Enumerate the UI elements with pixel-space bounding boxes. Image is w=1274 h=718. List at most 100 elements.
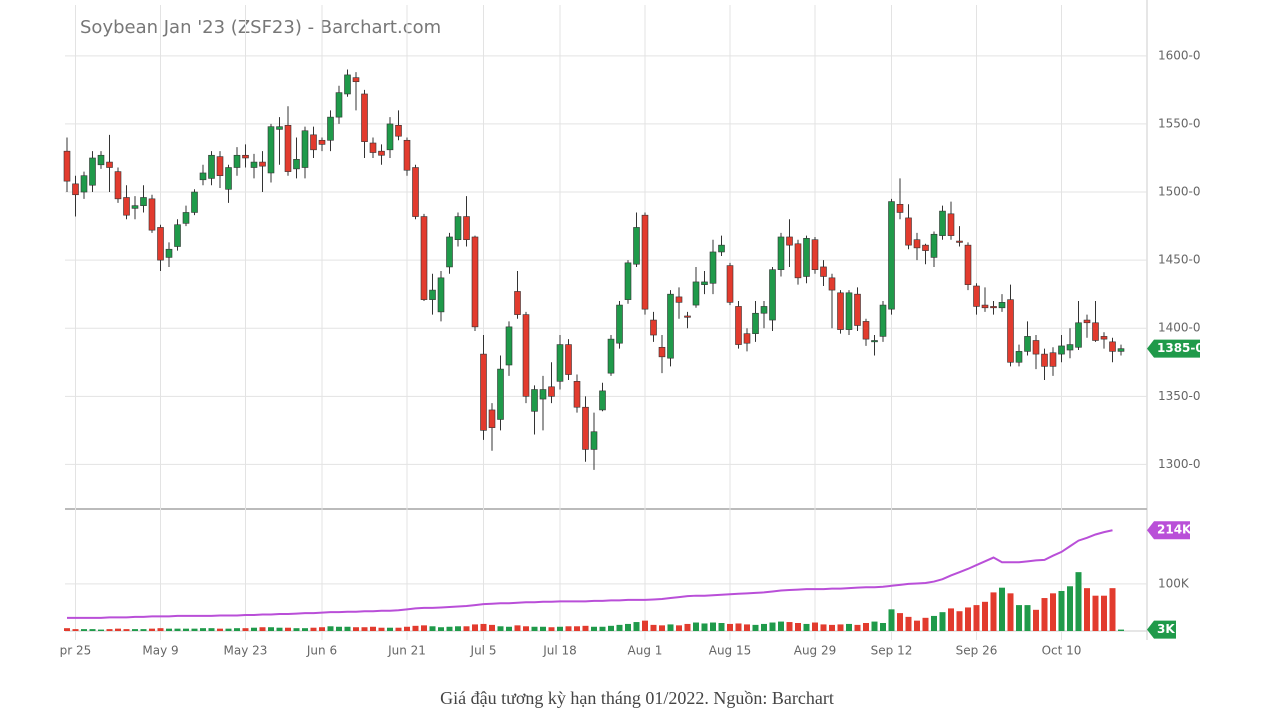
volume-bar [200,628,206,631]
volume-bar [642,620,648,631]
volume-bar [115,628,121,631]
volume-bar [931,615,937,631]
candle-body [250,161,258,168]
volume-bar [812,622,818,631]
volume-bar [591,626,597,631]
volume-bar [353,627,359,631]
candle-body [922,244,929,251]
candle-body [667,293,674,359]
volume-bar [565,626,572,631]
candle-body [471,236,479,328]
candle-body [650,319,657,336]
volume-bar [684,623,691,631]
candle-body [267,126,275,174]
candle-body [573,381,581,408]
volume-bar [795,622,801,631]
candle-body [854,293,861,326]
x-tick-label: pr 25 [60,644,92,658]
candle-body [80,175,88,193]
candle-body [140,197,147,206]
volume-bar [217,628,223,631]
volume-bar [531,626,538,631]
x-tick-label: Jun 21 [387,644,426,658]
candle-body [412,167,419,217]
volume-bar [863,622,869,631]
candle-body [998,302,1006,309]
candle-body [709,251,717,284]
candle-body [811,239,819,270]
volume-bar [888,609,895,631]
candle-body [692,281,700,306]
x-tick-label: Aug 1 [628,644,663,658]
candle-body [97,154,105,166]
value-badge [1147,620,1176,639]
candle-body [658,346,666,358]
volume-bar [599,626,606,631]
volume-bar [421,625,427,631]
candle-body [947,213,955,236]
x-tick-label: Jul 18 [542,644,577,658]
candle-body [310,134,317,151]
candle-body [862,321,870,340]
candle-body [582,406,589,450]
volume-bar [387,627,393,631]
volume-bar [820,624,827,631]
volume-bar [310,627,317,631]
candle-body [420,216,428,300]
volume-bar [990,592,997,631]
candle-body [131,205,139,209]
candle-body [1007,299,1014,363]
volume-bar [166,628,172,631]
candle-body [327,116,334,141]
candle-body [777,236,785,270]
volume-bar [625,623,631,631]
candle-body [964,244,972,285]
candle-body [760,306,768,314]
x-tick-label: May 23 [224,644,268,658]
candle-body [259,161,266,167]
candle-body [896,203,904,213]
y-tick-label: 1400-0 [1158,321,1201,335]
y-tick-label: 1600-0 [1158,48,1201,62]
candle-body [684,315,691,318]
candle-body [794,243,802,279]
candle-body [352,77,360,83]
candle-body [539,389,547,400]
candle-body [199,172,207,181]
volume-bar [472,624,478,631]
volume-bar [157,628,164,631]
volume-bar [251,627,257,631]
volume-bar [846,623,852,631]
volume-bar [1058,590,1065,631]
volume-bar [769,622,776,631]
chart-title: Soybean Jan '23 (ZSF23) - Barchart.com [80,17,441,38]
volume-bar [370,626,376,631]
volume-bar [234,628,240,631]
volume-bar [514,625,521,631]
value-badge-label: 3K [1157,622,1175,636]
x-tick-label: May 9 [142,644,178,658]
candle-body [837,292,844,330]
volume-bar [608,625,614,631]
candle-body [488,409,496,428]
volume-bar [1101,595,1107,631]
volume-bar [455,626,461,631]
y-tick-label: 1300-0 [1158,457,1201,471]
candle-body [480,353,487,431]
volume-bar [480,623,487,631]
volume-bar [319,627,325,631]
volume-bar [548,627,555,631]
volume-bar [693,622,699,631]
candle-body [369,142,377,153]
volume-bar [880,622,886,631]
volume-bar [922,617,929,631]
candle-body [981,304,989,309]
candle-body [1092,322,1099,341]
volume-bar [701,623,708,631]
volume-bar [242,628,249,631]
candle-body [556,344,564,382]
volume-bar [582,625,589,631]
volume-bar [710,622,716,631]
candle-body [939,210,946,236]
candle-body [463,216,470,240]
